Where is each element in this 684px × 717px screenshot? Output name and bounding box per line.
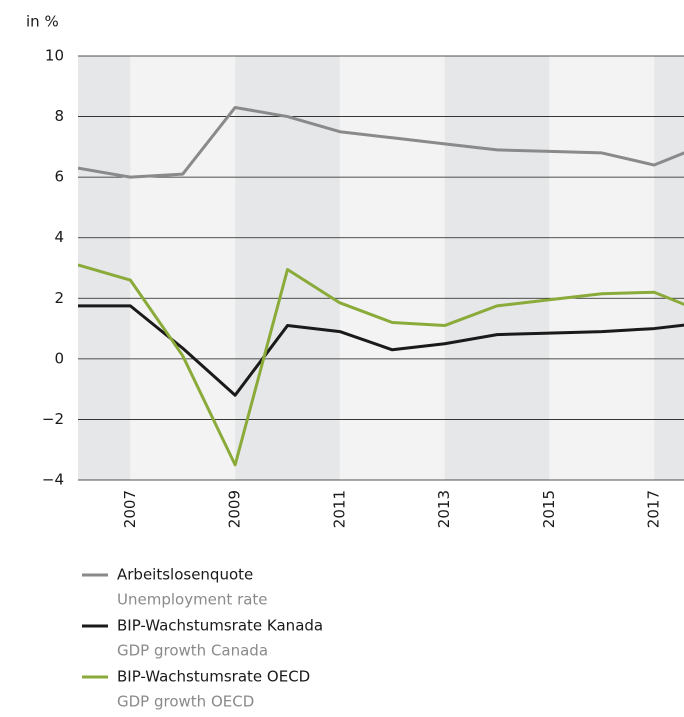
background-band [444,56,550,480]
background-band [549,56,655,480]
x-tick-label: 2015 [540,490,558,528]
legend-label: Arbeitslosenquote [117,566,253,584]
background-band [654,56,684,480]
y-tick-label: −4 [42,471,64,489]
y-tick-label: 2 [54,289,64,307]
y-tick-label: 8 [54,107,64,125]
plot-lines [78,105,684,467]
y-tick-label: 10 [45,47,64,65]
y-tick-label: −2 [42,410,64,428]
legend-label-en: GDP growth OECD [117,693,254,711]
x-tick-label: 2011 [330,490,348,528]
legend-label: BIP-Wachstumsrate OECD [117,668,310,686]
background-band [339,56,445,480]
background-band [235,56,340,480]
x-tick-label: 2007 [121,490,139,528]
series-line [78,263,684,467]
legend-label-en: Unemployment rate [117,591,268,609]
legend-label: BIP-Wachstumsrate Kanada [117,617,323,635]
y-tick-label: 6 [54,168,64,186]
background-band [130,56,236,480]
y-tick-label: 4 [54,228,64,246]
x-tick-label: 2017 [645,490,663,528]
y-axis-label: in % [26,13,59,31]
series-line [78,304,684,397]
series-line [78,105,684,179]
legend-label-en: GDP growth Canada [117,642,268,660]
y-tick-label: 0 [54,349,64,367]
x-tick-label: 2013 [435,490,453,528]
x-tick-label: 2009 [226,490,244,528]
